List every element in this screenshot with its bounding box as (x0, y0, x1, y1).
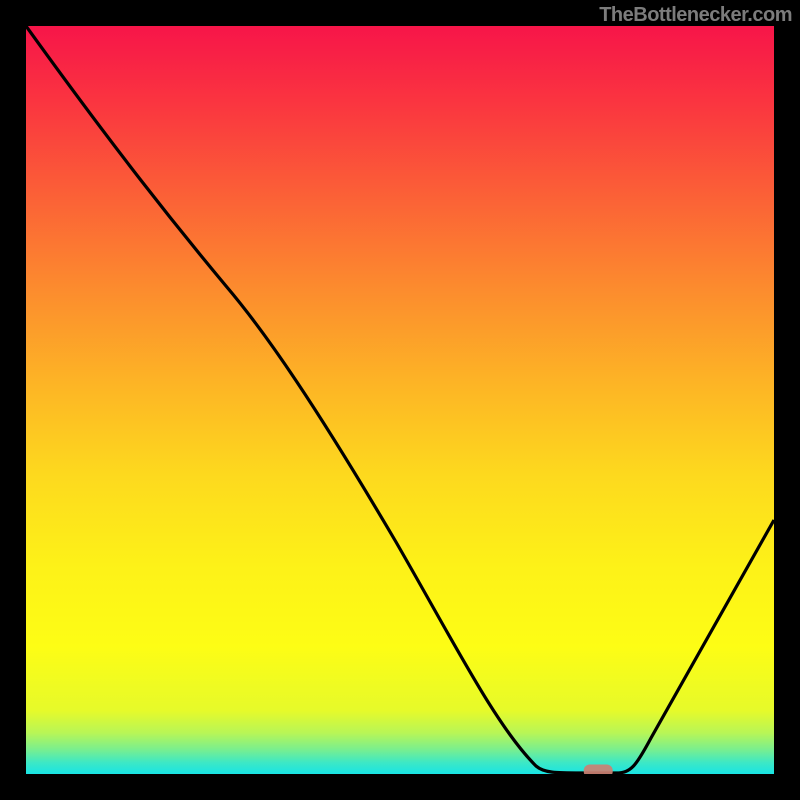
chart-container: TheBottlenecker.com (0, 0, 800, 800)
watermark-text: TheBottlenecker.com (599, 4, 792, 27)
plot-area (26, 26, 774, 774)
optimum-marker (584, 765, 613, 774)
plot-background (26, 26, 774, 774)
